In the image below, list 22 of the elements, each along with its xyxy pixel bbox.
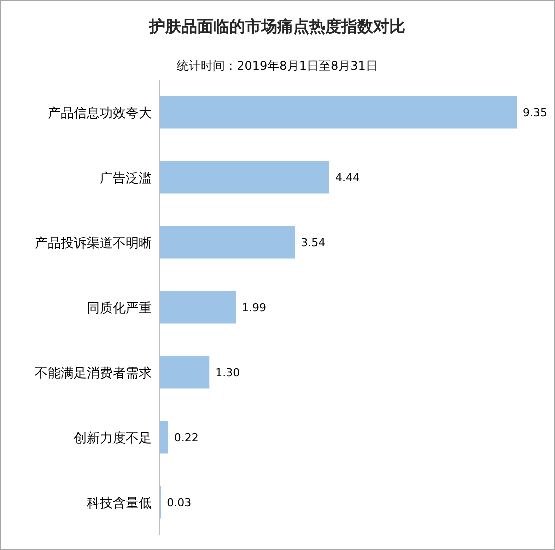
data-label: 1.30 xyxy=(216,366,240,380)
data-label: 0.03 xyxy=(167,496,192,510)
bar xyxy=(160,421,168,454)
bar xyxy=(160,291,236,324)
y-tick-label: 科技含量低 xyxy=(87,496,152,512)
bar xyxy=(160,161,330,194)
bar xyxy=(160,226,296,259)
chart-title: 护肤品面临的市场痛点热度指数对比 xyxy=(148,17,406,36)
bar xyxy=(160,356,210,389)
y-tick-label: 产品信息功效夸大 xyxy=(48,106,152,122)
data-label: 9.35 xyxy=(523,106,548,120)
data-label: 1.99 xyxy=(242,302,266,314)
bar xyxy=(160,96,517,129)
y-tick-label: 不能满足消费者需求 xyxy=(35,366,152,382)
data-label: 4.44 xyxy=(336,172,360,184)
chart-subtitle: 统计时间：2019年8月1日至8月31日 xyxy=(177,59,378,73)
y-tick-label: 广告泛滥 xyxy=(100,172,152,186)
data-label: 0.22 xyxy=(174,432,199,444)
y-tick-label: 同质化严重 xyxy=(87,302,152,316)
data-label: 3.54 xyxy=(301,236,326,250)
y-tick-label: 创新力度不足 xyxy=(74,430,152,446)
y-tick-label: 产品投诉渠道不明晰 xyxy=(35,236,152,252)
